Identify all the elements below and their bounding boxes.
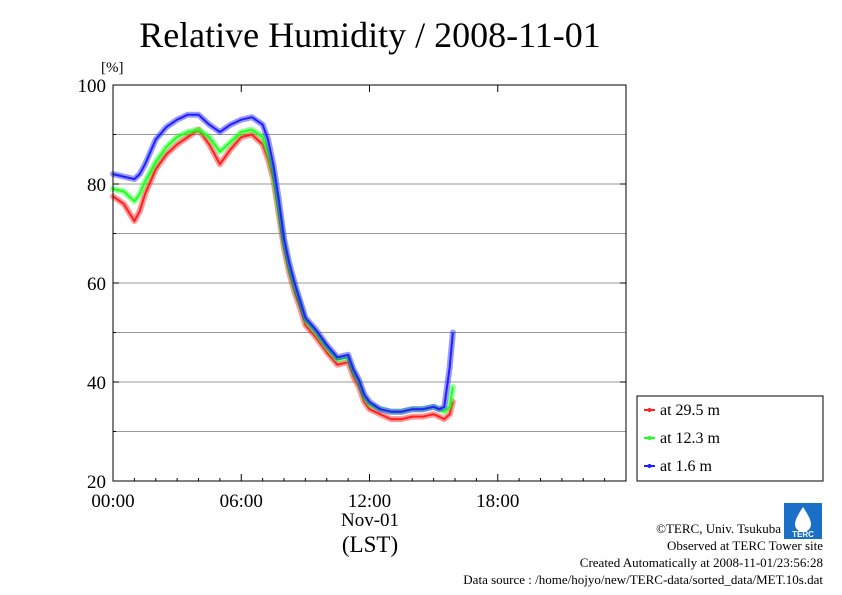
- x-tick-label: 06:00: [220, 491, 263, 512]
- logo-text: TERC: [792, 530, 814, 539]
- series-line: [112, 128, 454, 413]
- y-tick-label: 40: [87, 373, 106, 394]
- data-source-text: Data source : /home/hojyo/new/TERC-data/…: [463, 572, 823, 587]
- legend-box: [636, 395, 824, 482]
- data-series: [110, 111, 456, 423]
- x-tick-label: 18:00: [476, 491, 519, 512]
- terc-logo: TERC: [784, 503, 822, 539]
- y-axis-unit: [%]: [101, 60, 124, 76]
- legend-marker: [647, 464, 652, 468]
- legend-label: at 29.5 m: [660, 402, 721, 419]
- x-tick-label: 00:00: [91, 491, 134, 512]
- y-tick-label: 80: [87, 175, 106, 196]
- water-drop-icon: [795, 507, 811, 532]
- legend-marker: [647, 436, 652, 440]
- y-tick-label: 20: [87, 472, 106, 493]
- y-tick-label: 60: [87, 274, 106, 295]
- copyright-text: ©TERC, Univ. Tsukuba: [656, 521, 781, 536]
- grid-lines: [113, 134, 626, 432]
- series-band: [110, 126, 456, 415]
- legend-marker: [647, 408, 652, 412]
- y-tick-label: 100: [78, 76, 107, 97]
- x-axis-zone-label: (LST): [342, 532, 398, 557]
- legend: at 29.5 m at 12.3 m at 1.6 m: [636, 395, 824, 482]
- created-text: Created Automatically at 2008-11-01/23:5…: [580, 555, 823, 570]
- chart-title: Relative Humidity / 2008-11-01: [139, 15, 601, 55]
- legend-label: at 12.3 m: [660, 430, 721, 447]
- x-tick-label: 12:00: [348, 491, 391, 512]
- series-line: [112, 128, 454, 421]
- x-axis-date-label: Nov-01: [341, 510, 399, 531]
- axis-ticks: 20 40 60 80 100 00:00 06:00 12:00 18:00: [78, 76, 626, 512]
- series-line: [112, 113, 454, 413]
- series-band: [110, 126, 456, 423]
- legend-label: at 1.6 m: [660, 458, 713, 475]
- observed-text: Observed at TERC Tower site: [667, 538, 823, 553]
